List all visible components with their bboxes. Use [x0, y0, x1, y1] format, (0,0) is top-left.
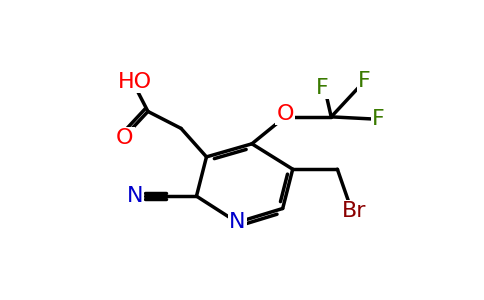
Text: Br: Br [342, 201, 366, 221]
Text: O: O [116, 128, 134, 148]
Text: N: N [229, 212, 245, 232]
Text: F: F [358, 71, 371, 92]
Text: F: F [372, 109, 385, 129]
Text: N: N [127, 186, 143, 206]
Text: HO: HO [118, 72, 152, 92]
Text: O: O [276, 104, 294, 124]
Text: F: F [317, 78, 329, 98]
